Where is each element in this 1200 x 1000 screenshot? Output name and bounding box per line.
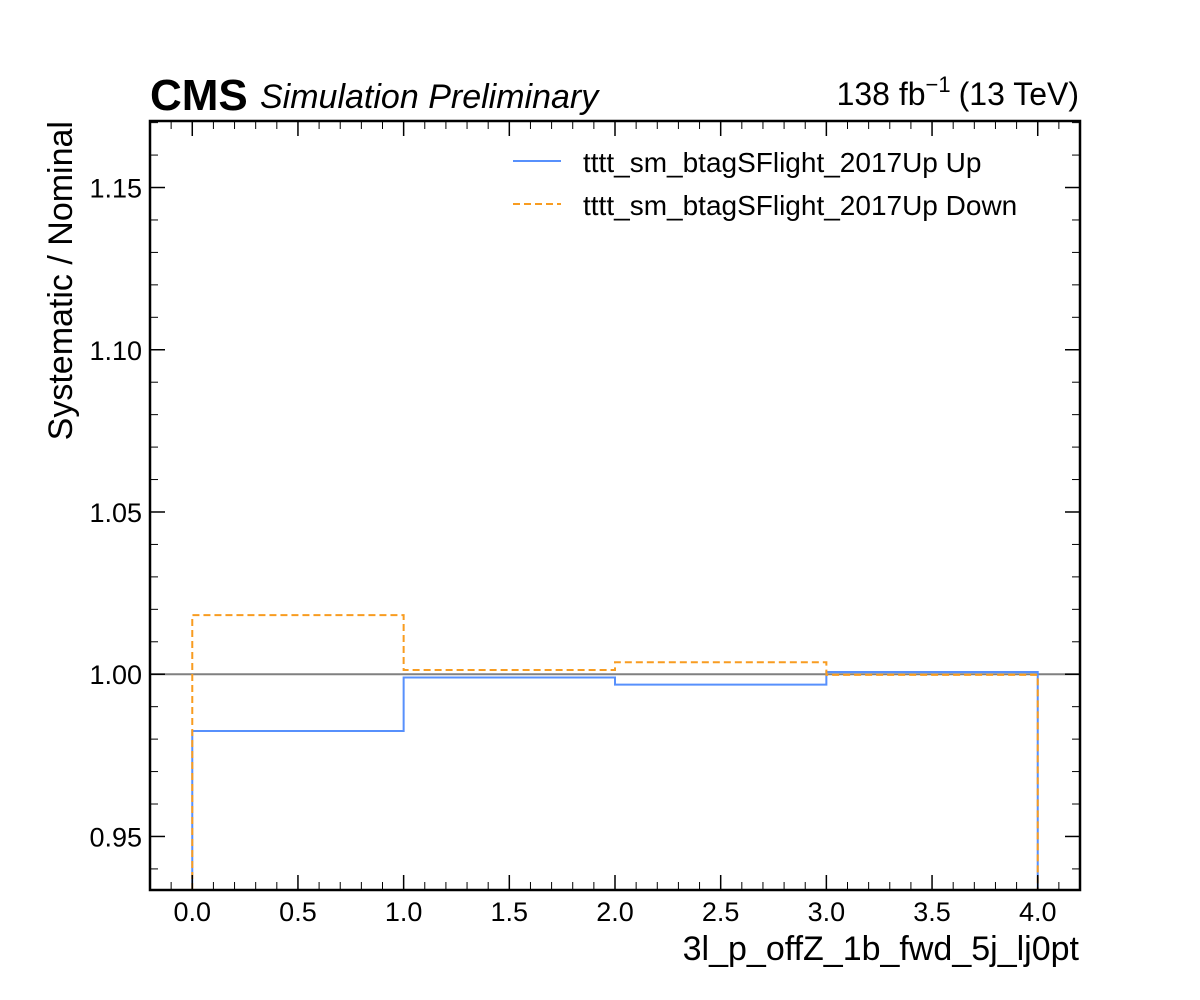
legend-entry-down: tttt_sm_btagSFlight_2017Up Down <box>513 190 1017 221</box>
x-tick-label: 3.0 <box>808 897 846 927</box>
axes-frame <box>148 119 1082 892</box>
legend-entry-up: tttt_sm_btagSFlight_2017Up Up <box>513 147 981 178</box>
lumi-value: 138 fb <box>837 76 926 112</box>
y-tick-label: 1.05 <box>89 498 142 528</box>
x-tick-label: 1.0 <box>385 897 423 927</box>
y-tick-label: 1.15 <box>89 174 142 204</box>
x-tick-label: 1.5 <box>491 897 529 927</box>
x-tick-label: 2.0 <box>596 897 634 927</box>
x-tick-label: 0.0 <box>173 897 211 927</box>
x-axis-ticks: 0.0 0.5 1.0 1.5 2.0 2.5 3.0 3.5 4.0 <box>170 121 1060 927</box>
status-label: Simulation Preliminary <box>260 78 600 116</box>
x-tick-label: 0.5 <box>279 897 317 927</box>
y-axis-label: Systematic / Nominal <box>42 121 80 440</box>
x-tick-label: 4.0 <box>1019 897 1057 927</box>
legend-label-down: tttt_sm_btagSFlight_2017Up Down <box>583 190 1017 221</box>
y-axis-ticks: 0.95 1.00 1.05 1.10 1.15 <box>89 122 1080 870</box>
y-tick-label: 1.00 <box>89 660 142 690</box>
x-axis-label: 3l_p_offZ_1b_fwd_5j_lj0pt <box>683 930 1080 968</box>
energy-label: (13 TeV) <box>959 76 1079 112</box>
legend-label-up: tttt_sm_btagSFlight_2017Up Up <box>583 147 981 178</box>
plot-area <box>150 614 1080 890</box>
legend: tttt_sm_btagSFlight_2017Up Up tttt_sm_bt… <box>513 147 1017 221</box>
cms-label: CMS <box>150 71 248 120</box>
x-tick-label: 2.5 <box>702 897 740 927</box>
series-up-line <box>191 670 1039 890</box>
series-down-line <box>191 614 1039 890</box>
y-tick-label: 1.10 <box>89 336 142 366</box>
lumi-exponent: −1 <box>926 72 951 97</box>
x-tick-label: 3.5 <box>913 897 951 927</box>
lumi-label: 138 fb−1 (13 TeV) <box>837 72 1079 112</box>
y-tick-label: 0.95 <box>89 822 142 852</box>
